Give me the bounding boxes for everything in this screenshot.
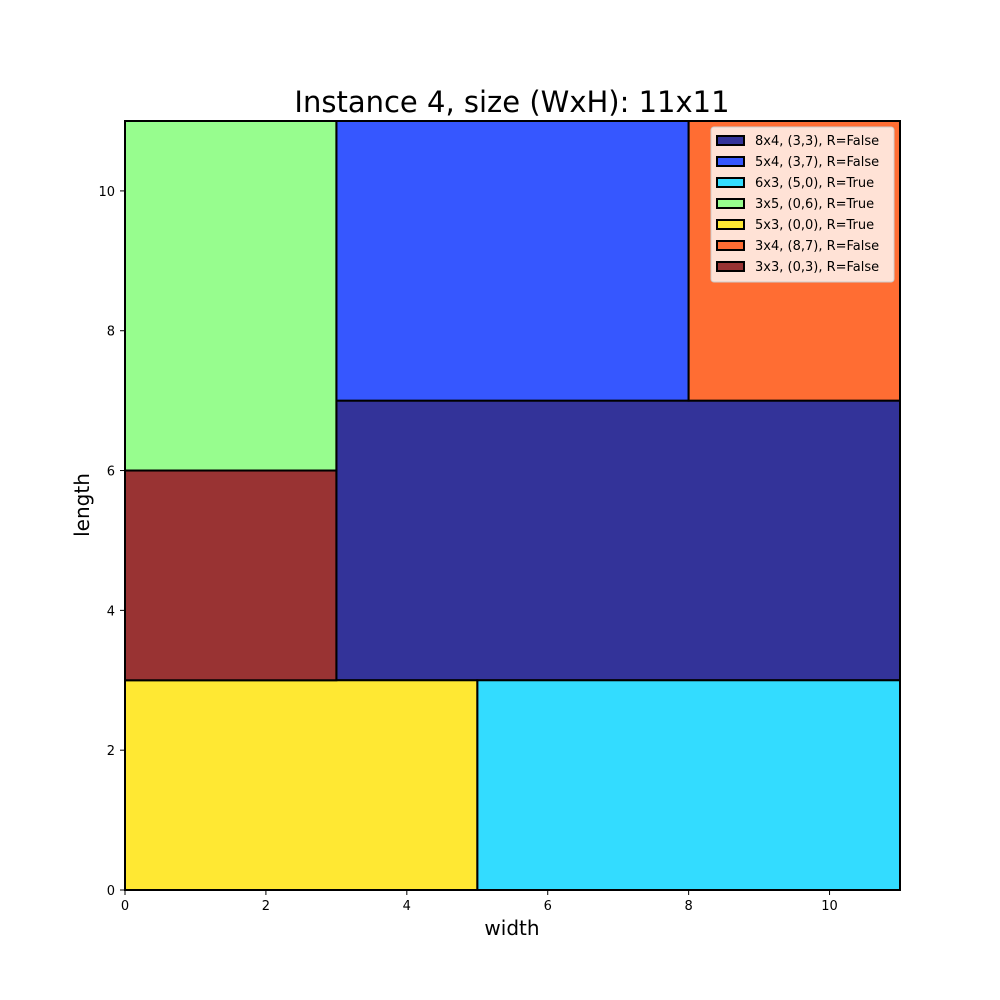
rectangle-2	[335, 120, 690, 402]
legend-entry: 3x4, (8,7), R=False	[755, 239, 879, 254]
legend-entry: 5x4, (3,7), R=False	[755, 155, 879, 170]
legend-swatch	[716, 198, 745, 209]
legend-swatch	[716, 135, 745, 146]
y-tick-label: 4	[107, 604, 115, 619]
y-axis-label: length	[70, 473, 94, 537]
rectangle-5	[124, 679, 479, 891]
legend-entry: 8x4, (3,3), R=False	[755, 134, 879, 149]
legend-entry: 5x3, (0,0), R=True	[755, 218, 874, 233]
x-tick-label: 0	[121, 899, 129, 914]
rectangle-4	[124, 120, 338, 472]
rectangle-1	[335, 399, 901, 682]
legend: 8x4, (3,3), R=False 5x4, (3,7), R=False 6x…	[710, 126, 895, 283]
y-tick-label: 6	[107, 465, 115, 480]
plot-frame	[124, 120, 901, 891]
x-axis-label: width	[484, 916, 539, 940]
y-tick-label: 8	[107, 325, 115, 340]
y-tick-label: 10	[98, 185, 115, 200]
y-tick-label: 0	[107, 884, 115, 899]
x-tick-label: 6	[544, 899, 552, 914]
legend-entry: 6x3, (5,0), R=True	[755, 176, 874, 191]
x-tick-label: 8	[684, 899, 692, 914]
legend-entry: 3x3, (0,3), R=False	[755, 260, 879, 275]
legend-swatch	[716, 177, 745, 188]
legend-swatch	[716, 261, 745, 272]
rectangle-7	[124, 469, 338, 682]
x-axis-ticks: 0 2 4 6 8 10	[121, 890, 838, 914]
legend-entry: 3x5, (0,6), R=True	[755, 197, 874, 212]
y-axis-ticks: 0 2 4 6 8 10	[98, 185, 125, 899]
legend-swatch	[716, 240, 745, 251]
rectangle-3	[476, 679, 901, 891]
legend-swatch	[716, 156, 745, 167]
x-tick-label: 10	[821, 899, 838, 914]
legend-box	[710, 126, 895, 283]
y-tick-label: 2	[107, 744, 115, 759]
x-tick-label: 4	[403, 899, 411, 914]
chart-title: Instance 4, size (WxH): 11x11	[294, 85, 729, 119]
x-tick-label: 2	[262, 899, 270, 914]
legend-swatch	[716, 219, 745, 230]
